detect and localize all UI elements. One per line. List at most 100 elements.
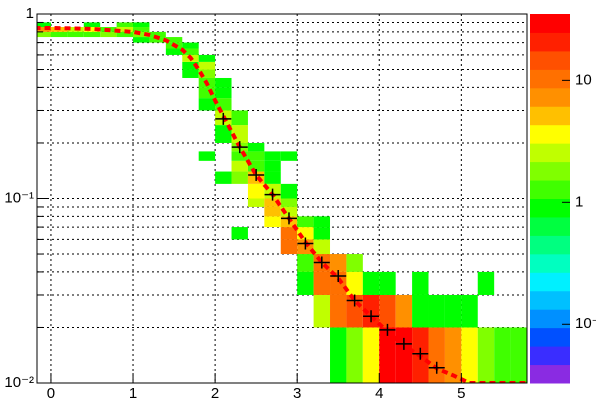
cell: [444, 327, 462, 383]
cell: [264, 198, 281, 207]
cell: [231, 110, 248, 126]
colorbar-swatch: [530, 161, 570, 181]
y-tick-label: 10⁻²: [4, 374, 34, 391]
cell: [379, 327, 396, 383]
cell: [330, 327, 347, 383]
colorbar-swatch: [530, 235, 570, 255]
cell: [182, 48, 199, 55]
x-tick-label: 3: [293, 385, 301, 402]
cell: [133, 22, 150, 28]
cell: [116, 31, 134, 38]
cell: [330, 254, 347, 272]
colorbar-swatch: [530, 272, 570, 292]
colorbar-swatch: [530, 124, 570, 144]
cell: [165, 37, 183, 43]
profile-point: [264, 188, 281, 201]
x-tick-label: 0: [47, 385, 55, 402]
cell: [412, 271, 429, 295]
cell: [379, 294, 396, 328]
cell: [313, 227, 331, 240]
cell: [346, 327, 363, 383]
cell: [280, 183, 298, 199]
colorbar-swatch: [530, 32, 570, 52]
colorbar-swatch: [530, 364, 570, 384]
profile-point: [412, 347, 429, 360]
cell: [264, 151, 281, 161]
cell: [247, 142, 265, 152]
colorbar-swatch: [530, 69, 570, 89]
x-tick-label: 5: [457, 385, 465, 402]
cell: [477, 327, 495, 383]
cell: [198, 54, 216, 62]
profile-point: [395, 337, 412, 350]
colorbar-swatch: [530, 14, 570, 33]
cell: [412, 294, 429, 328]
colorbar-swatch: [530, 198, 570, 218]
plot-area: [37, 14, 527, 383]
cell: [83, 22, 101, 28]
cell: [182, 42, 199, 49]
cell: [50, 31, 68, 38]
cell: [165, 48, 183, 55]
y-tick-label: 1: [26, 5, 34, 22]
cell: [83, 31, 101, 38]
colorbar-swatch: [530, 290, 570, 310]
cell: [280, 227, 298, 240]
cell: [198, 61, 216, 70]
cell: [330, 294, 347, 328]
cell: [313, 216, 331, 228]
cell: [215, 87, 232, 99]
x-tick-label: 1: [129, 385, 137, 402]
profile-point: [346, 294, 363, 307]
cell: [133, 31, 150, 38]
cell: [133, 37, 150, 43]
cell: [313, 294, 331, 328]
cell: [379, 271, 396, 295]
colorbar-swatch: [530, 87, 570, 107]
colorbar-swatch: [530, 309, 570, 329]
x-tick-label: 2: [211, 385, 219, 402]
cell: [362, 327, 380, 383]
cell: [428, 294, 445, 328]
colorbar-swatch: [530, 253, 570, 273]
cell: [149, 37, 166, 43]
profile-point: [231, 141, 248, 154]
cell: [280, 151, 298, 161]
cell: [477, 271, 495, 295]
cell: [231, 227, 248, 240]
cell: [182, 61, 199, 70]
cell: [215, 125, 232, 143]
cell: [37, 27, 51, 32]
cell: [297, 254, 314, 272]
cell: [346, 271, 363, 295]
cell: [264, 216, 281, 228]
cell: [182, 69, 199, 78]
colorbar-swatch: [530, 180, 570, 199]
cell: [149, 31, 166, 38]
cell: [280, 239, 298, 255]
colorbar-swatch: [530, 143, 570, 163]
cell: [198, 87, 216, 99]
cell: [313, 271, 331, 295]
colorbar-swatch: [530, 346, 570, 366]
colorbar-swatch: [530, 50, 570, 70]
cell: [494, 327, 511, 383]
cell: [461, 294, 478, 328]
colorbar-swatch: [530, 216, 570, 236]
cell: [346, 254, 363, 272]
cell: [215, 171, 232, 184]
cell: [461, 327, 478, 383]
cell: [231, 171, 248, 184]
cell: [231, 160, 248, 172]
axes: 0 1 2 3 4 5 1 10⁻¹ 10⁻² 10⁻¹ 1 10: [4, 5, 596, 402]
profile-point: [313, 256, 330, 269]
cell: [116, 22, 134, 28]
profile-point: [215, 112, 232, 125]
cell: [247, 183, 265, 199]
cell: [83, 27, 101, 32]
cell: [247, 151, 265, 161]
profile-point: [330, 270, 347, 283]
cell: [297, 271, 314, 295]
colorbar-swatch: [530, 327, 570, 347]
cell: [67, 31, 84, 38]
